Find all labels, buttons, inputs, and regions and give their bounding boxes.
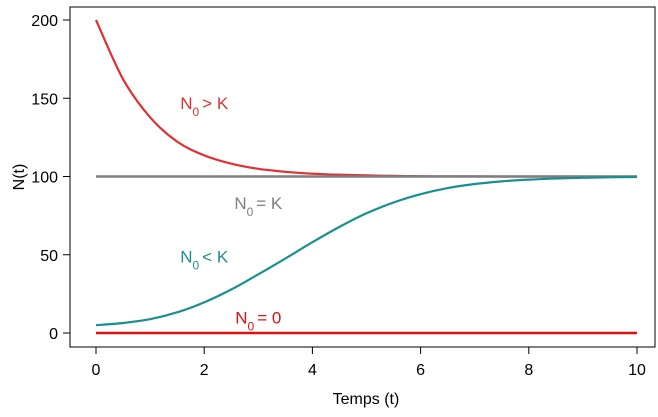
- x-tick-label-4: 8: [524, 362, 533, 379]
- series-line-0: [94, 19, 637, 178]
- x-tick-label-5: 10: [628, 362, 646, 379]
- y-tick-label-1: 50: [40, 248, 58, 265]
- x-tick-label-3: 6: [416, 362, 425, 379]
- annotation-0: N0 > K: [180, 94, 229, 119]
- x-axis: 0 2 4 6 8 10: [92, 347, 646, 379]
- y-tick-label-3: 150: [31, 91, 58, 108]
- annotation-3: N0 = 0: [235, 308, 281, 333]
- series-layer: [94, 19, 638, 335]
- x-axis-title: Temps (t): [333, 391, 400, 408]
- x-tick-label-0: 0: [92, 362, 101, 379]
- y-tick-label-2: 100: [31, 170, 58, 187]
- y-axis-title: N(t): [11, 164, 28, 191]
- annotation-2: N0 < K: [180, 247, 229, 272]
- annotation-layer: N0 > K N0 = K N0 < K N0 = 0: [180, 94, 283, 333]
- y-axis: 0 50 100 150 200: [31, 13, 70, 343]
- x-tick-label-2: 4: [308, 362, 317, 379]
- annotation-1: N0 = K: [234, 194, 283, 219]
- series-line-2: [95, 175, 638, 327]
- x-tick-label-1: 2: [200, 362, 209, 379]
- y-tick-label-4: 200: [31, 13, 58, 30]
- y-tick-label-0: 0: [49, 326, 58, 343]
